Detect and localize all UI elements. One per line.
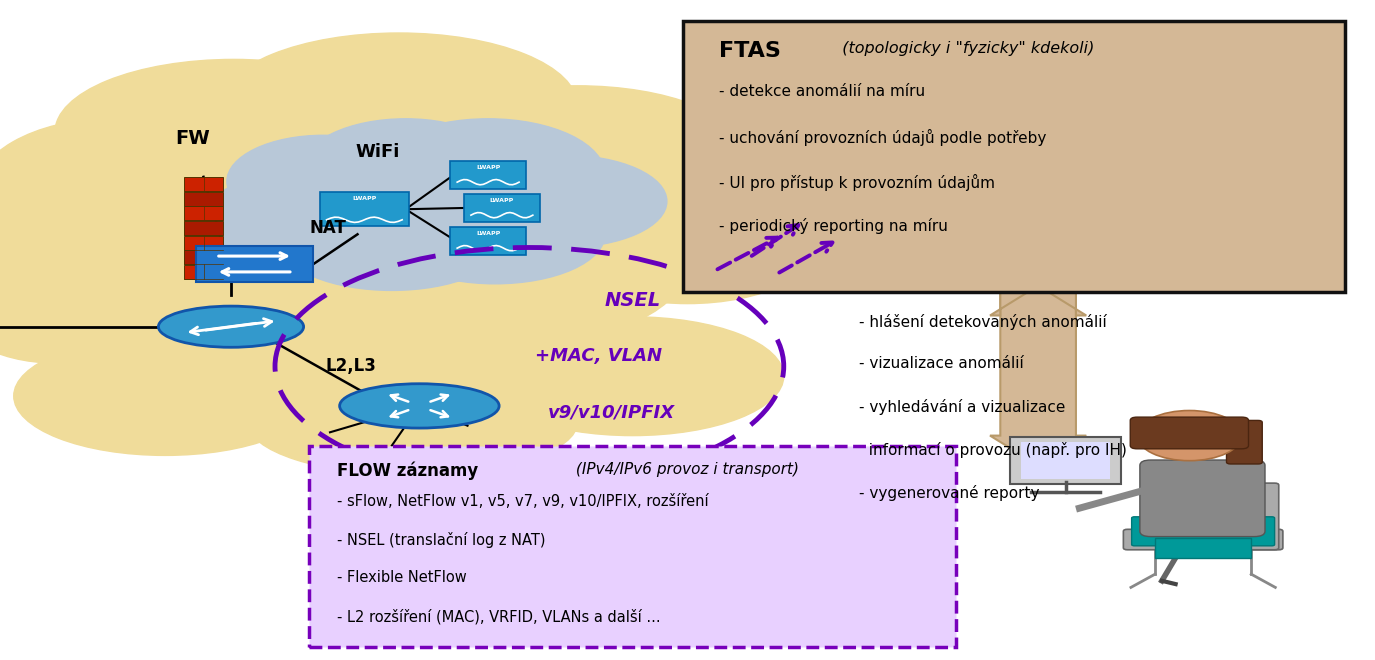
FancyBboxPatch shape <box>319 192 410 226</box>
Ellipse shape <box>220 33 578 178</box>
FancyBboxPatch shape <box>1226 420 1262 464</box>
FancyBboxPatch shape <box>1240 483 1279 550</box>
Ellipse shape <box>0 231 165 363</box>
FancyBboxPatch shape <box>1009 437 1122 484</box>
Text: FW: FW <box>175 129 210 148</box>
Ellipse shape <box>340 383 499 428</box>
Ellipse shape <box>124 125 509 297</box>
Text: FLOW záznamy: FLOW záznamy <box>337 462 478 480</box>
Text: LWAPP: LWAPP <box>352 196 377 201</box>
Text: +MAC, VLAN: +MAC, VLAN <box>535 347 661 366</box>
Text: - uchování provozních údajů podle potřeby: - uchování provozních údajů podle potřeb… <box>719 129 1046 146</box>
Ellipse shape <box>550 172 825 304</box>
Text: - detekce anomálií na míru: - detekce anomálií na míru <box>719 84 925 99</box>
Text: (topologicky i "fyzicky" kdekoli): (topologicky i "fyzicky" kdekoli) <box>832 41 1094 56</box>
Ellipse shape <box>289 148 536 254</box>
Bar <box>184 207 223 220</box>
Text: v9/v10/IPFIX: v9/v10/IPFIX <box>549 403 675 422</box>
Ellipse shape <box>55 59 412 205</box>
FancyBboxPatch shape <box>683 21 1345 292</box>
Text: LWAPP: LWAPP <box>476 165 500 170</box>
Bar <box>184 192 223 206</box>
Text: - periodický reporting na míru: - periodický reporting na míru <box>719 218 947 234</box>
FancyBboxPatch shape <box>463 194 539 222</box>
Text: FTAS: FTAS <box>719 41 781 61</box>
Ellipse shape <box>481 317 784 436</box>
Ellipse shape <box>385 185 605 284</box>
Text: LWAPP: LWAPP <box>490 198 514 203</box>
Bar <box>184 250 223 264</box>
Text: - NSEL (translační log z NAT): - NSEL (translační log z NAT) <box>337 532 546 548</box>
Text: - hlášení detekovaných anomálií: - hlášení detekovaných anomálií <box>859 314 1107 329</box>
Ellipse shape <box>302 119 509 218</box>
FancyBboxPatch shape <box>1140 460 1265 537</box>
Text: NAT: NAT <box>309 218 346 237</box>
Ellipse shape <box>0 119 248 277</box>
FancyArrow shape <box>990 287 1086 465</box>
FancyBboxPatch shape <box>1020 442 1111 478</box>
Text: L2,L3: L2,L3 <box>324 357 375 376</box>
Ellipse shape <box>248 370 578 475</box>
Bar <box>184 177 223 191</box>
Text: - sFlow, NetFlow v1, v5, v7, v9, v10/IPFIX, rozšíření: - sFlow, NetFlow v1, v5, v7, v9, v10/IPF… <box>337 494 708 509</box>
FancyBboxPatch shape <box>450 227 525 255</box>
FancyBboxPatch shape <box>1132 517 1275 546</box>
FancyBboxPatch shape <box>1123 529 1283 550</box>
Ellipse shape <box>103 145 571 436</box>
Ellipse shape <box>358 185 688 343</box>
Ellipse shape <box>371 119 605 231</box>
Text: informací o provozu (např. pro IH): informací o provozu (např. pro IH) <box>859 442 1128 458</box>
FancyArrow shape <box>990 286 1086 315</box>
Text: WiFi: WiFi <box>356 143 400 161</box>
Bar <box>184 265 223 279</box>
Ellipse shape <box>206 168 399 274</box>
Text: - L2 rozšíření (MAC), VRFID, VLANs a další ...: - L2 rozšíření (MAC), VRFID, VLANs a dal… <box>337 609 660 624</box>
Text: NSEL: NSEL <box>605 291 660 310</box>
FancyBboxPatch shape <box>450 161 525 189</box>
Ellipse shape <box>461 155 667 248</box>
Text: (IPv4/IPv6 provoz i transport): (IPv4/IPv6 provoz i transport) <box>571 462 799 477</box>
Circle shape <box>1137 411 1242 461</box>
Text: - vygenerované reporty: - vygenerované reporty <box>859 485 1040 501</box>
Ellipse shape <box>412 86 742 218</box>
Text: - vizualizace anomálií: - vizualizace anomálií <box>859 356 1024 372</box>
Text: LWAPP: LWAPP <box>476 231 500 236</box>
Text: - UI pro přístup k provozním údajům: - UI pro přístup k provozním údajům <box>719 174 996 191</box>
Text: - vyhledávání a vizualizace: - vyhledávání a vizualizace <box>859 399 1066 415</box>
Ellipse shape <box>227 135 419 228</box>
FancyBboxPatch shape <box>195 246 312 282</box>
FancyBboxPatch shape <box>309 446 956 647</box>
FancyBboxPatch shape <box>1155 538 1251 558</box>
Ellipse shape <box>14 337 316 455</box>
Ellipse shape <box>282 198 502 290</box>
Text: - Flexible NetFlow: - Flexible NetFlow <box>337 570 466 585</box>
Bar <box>184 236 223 249</box>
Ellipse shape <box>158 306 304 347</box>
FancyBboxPatch shape <box>1130 417 1248 449</box>
Bar <box>184 221 223 235</box>
